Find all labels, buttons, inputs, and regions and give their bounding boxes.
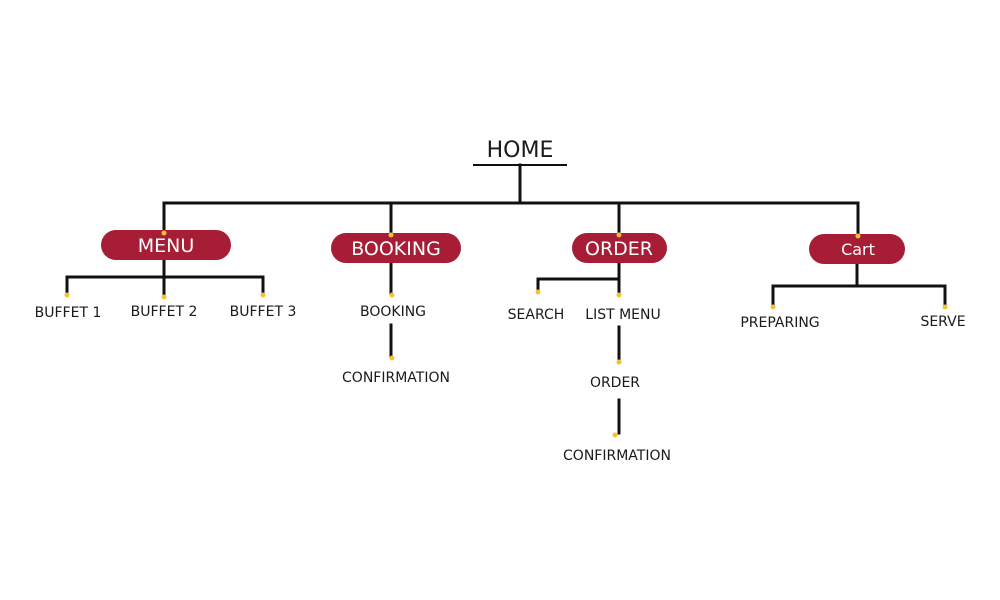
leaf-buffet-2[interactable]: BUFFET 2 (131, 304, 198, 320)
root-label: HOME (487, 138, 554, 163)
leaf-order-confirmation[interactable]: CONFIRMATION (563, 448, 671, 464)
node-dot (161, 230, 167, 236)
node-dot (942, 304, 948, 310)
branch-booking: BOOKING BOOKING CONFIRMATION (331, 232, 461, 386)
menu-pill[interactable] (101, 230, 231, 260)
booking-label[interactable]: BOOKING (351, 238, 441, 260)
node-dot (161, 294, 167, 300)
node-dot (535, 289, 541, 295)
leaf-order[interactable]: ORDER (590, 375, 640, 391)
branch-order: ORDER SEARCH LIST MENU ORDER CONFIRMATIO… (508, 232, 671, 464)
root-node: HOME (473, 138, 567, 166)
leaf-preparing[interactable]: PREPARING (740, 315, 819, 331)
booking-pill[interactable] (331, 233, 461, 263)
menu-label[interactable]: MENU (138, 235, 195, 257)
node-dot (389, 355, 395, 361)
branch-cart: Cart PREPARING SERVE (740, 233, 966, 331)
cart-label[interactable]: Cart (841, 240, 875, 259)
branch-menu: MENU BUFFET 1 BUFFET 2 BUFFET 3 (35, 230, 297, 321)
node-dot (616, 359, 622, 365)
node-dot (388, 232, 394, 238)
node-dot (770, 304, 776, 310)
node-dot (616, 232, 622, 238)
cart-pill[interactable] (809, 234, 905, 264)
node-dot (612, 432, 618, 438)
order-pill[interactable] (572, 233, 667, 263)
leaf-serve[interactable]: SERVE (920, 314, 965, 330)
node-dot (64, 292, 70, 298)
leaf-buffet-3[interactable]: BUFFET 3 (230, 304, 297, 320)
trunk-connectors (162, 163, 860, 237)
node-dot (260, 292, 266, 298)
leaf-booking-confirmation[interactable]: CONFIRMATION (342, 370, 450, 386)
node-dot (389, 292, 395, 298)
leaf-list-menu[interactable]: LIST MENU (585, 307, 660, 323)
leaf-search[interactable]: SEARCH (508, 307, 565, 323)
node-dot (616, 292, 622, 298)
leaf-buffet-1[interactable]: BUFFET 1 (35, 305, 102, 321)
leaf-booking[interactable]: BOOKING (360, 304, 426, 320)
node-dot (855, 233, 861, 239)
order-label[interactable]: ORDER (585, 238, 653, 260)
